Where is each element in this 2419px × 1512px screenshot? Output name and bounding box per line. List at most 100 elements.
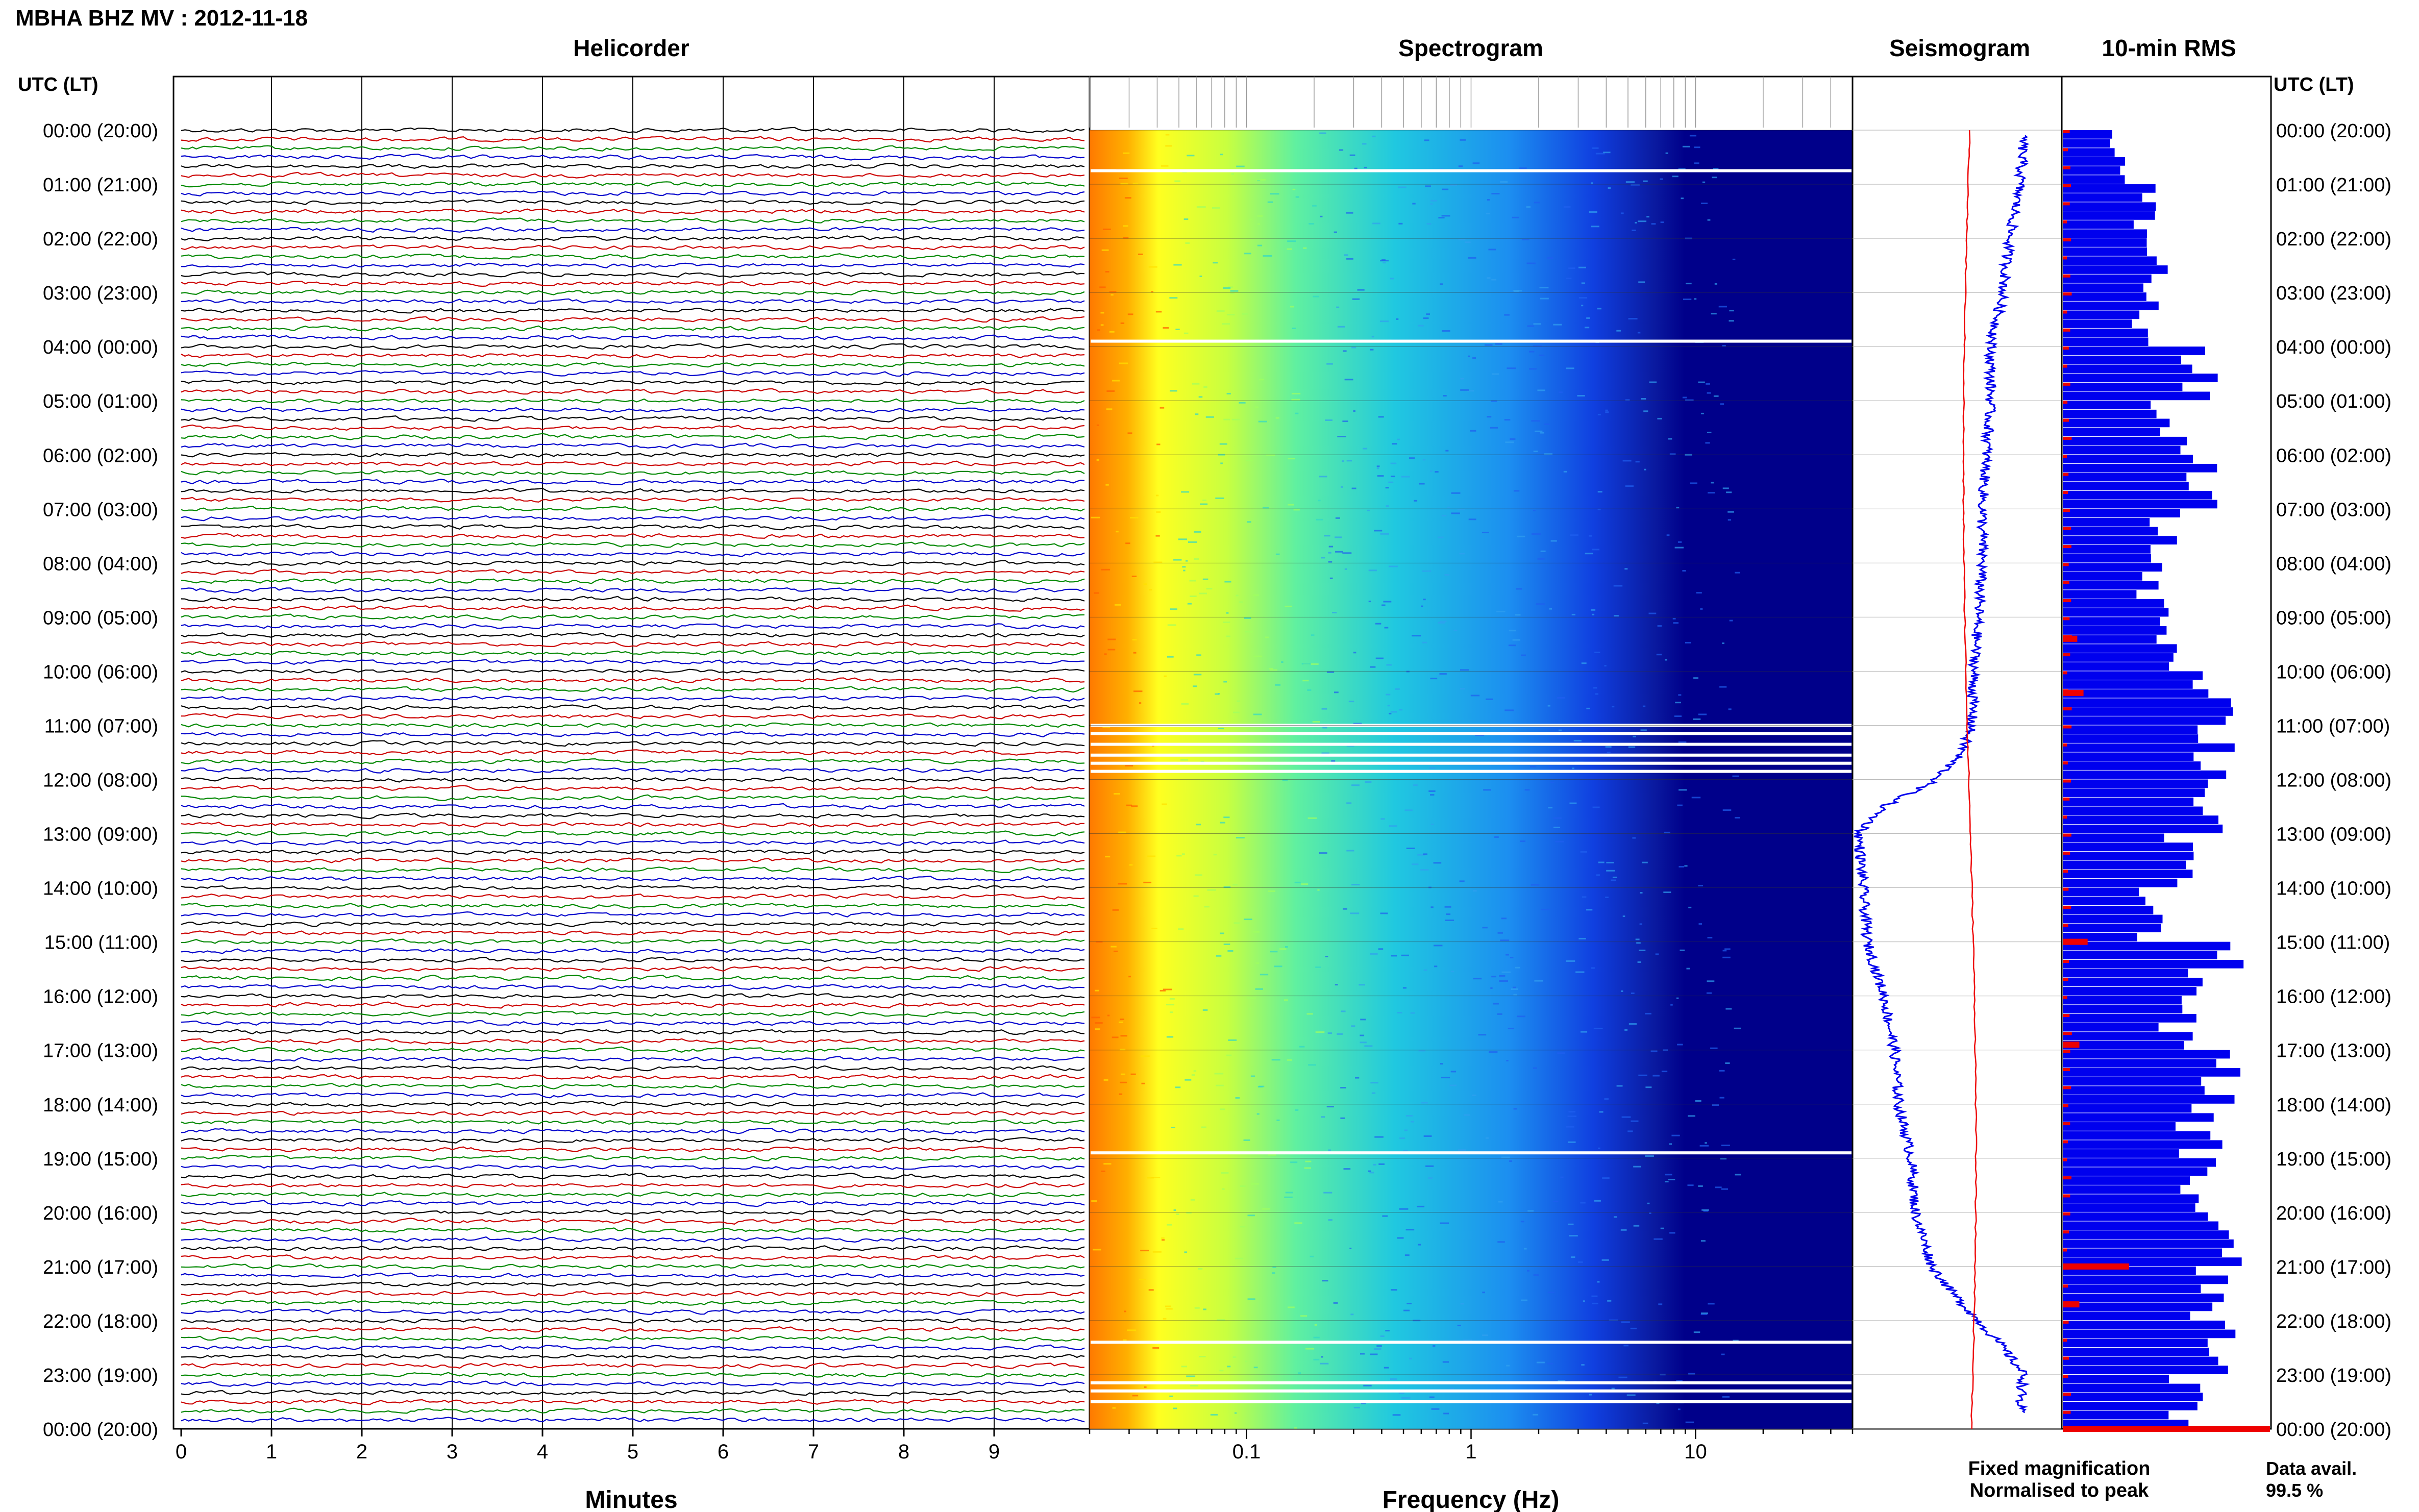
helicorder-trace	[181, 1281, 1085, 1287]
rms-bar	[2063, 572, 2142, 581]
helicorder-trace	[181, 749, 1085, 756]
helicorder-trace	[181, 596, 1085, 603]
rms-bar	[2063, 455, 2193, 463]
time-label-left: 16:00 (12:00)	[43, 986, 158, 1008]
helicorder-trace	[181, 524, 1085, 531]
helicorder-trace	[181, 1064, 1085, 1072]
rms-bar	[2063, 1023, 2159, 1032]
helicorder-trace	[181, 380, 1085, 386]
rms-normalised-bar	[2063, 1426, 2270, 1432]
helicorder-trace	[181, 1354, 1085, 1360]
time-label-left: 23:00 (19:00)	[43, 1365, 158, 1386]
helicorder-trace	[181, 866, 1084, 873]
rms-bar	[2063, 283, 2143, 292]
rms-bar	[2063, 229, 2147, 238]
data-availability-label: Data avail.	[2266, 1458, 2357, 1479]
helicorder-trace	[181, 686, 1085, 693]
helicorder-trace	[181, 1154, 1085, 1161]
helicorder-trace	[181, 424, 1085, 431]
rms-normalised-bar	[2063, 1263, 2129, 1270]
helicorder-trace	[181, 1398, 1085, 1406]
rms-bar	[2063, 1194, 2199, 1203]
seismogram-fixed-trace	[1854, 135, 2031, 1414]
helicorder-trace	[181, 1318, 1085, 1324]
data-availability-value: 99.5 %	[2266, 1480, 2323, 1501]
rms-bar	[2063, 463, 2217, 473]
rms-bar	[2063, 130, 2112, 139]
time-label-right: 17:00 (13:00)	[2276, 1040, 2391, 1062]
rms-normalised-tick	[2063, 509, 2070, 512]
rms-bar	[2063, 878, 2178, 887]
rms-bar	[2063, 671, 2203, 680]
helicorder-trace	[181, 181, 1085, 188]
helicorder-trace	[181, 127, 1085, 133]
minute-tick-label: 8	[898, 1441, 909, 1463]
rms-bar	[2063, 328, 2148, 337]
spectrogram-gap	[1091, 169, 1852, 172]
rms-normalised-tick	[2063, 328, 2070, 332]
time-label-right: 02:00 (22:00)	[2276, 229, 2391, 250]
utc-label-left: UTC (LT)	[18, 74, 98, 95]
rms-bar	[2063, 544, 2151, 554]
rms-normalised-tick	[2063, 1374, 2068, 1378]
helicorder-trace	[181, 587, 1085, 593]
rms-bar	[2063, 870, 2193, 878]
helicorder-trace	[181, 849, 1085, 855]
helicorder-trace	[181, 1362, 1085, 1369]
rms-normalised-tick	[2063, 1302, 2069, 1306]
rms-bar	[2063, 527, 2158, 536]
rms-bar	[2063, 761, 2201, 770]
rms-bar	[2063, 1086, 2205, 1095]
helicorder-trace	[181, 280, 1085, 287]
rms-bar	[2063, 554, 2152, 563]
helicorder-trace	[181, 1263, 1085, 1270]
helicorder-trace	[181, 1020, 1085, 1026]
time-label-left: 07:00 (03:00)	[43, 499, 158, 520]
time-label-left: 21:00 (17:00)	[43, 1257, 158, 1278]
rms-bar	[2063, 319, 2132, 328]
helicorder-trace	[181, 1254, 1085, 1261]
helicorder-trace	[181, 343, 1085, 351]
rms-bar	[2063, 797, 2194, 806]
helicorder-trace	[181, 406, 1085, 413]
minute-tick-label: 2	[356, 1441, 367, 1463]
time-label-right: 01:00 (21:00)	[2276, 175, 2391, 196]
rms-panel	[2061, 76, 2272, 1432]
minute-tick-label: 1	[266, 1441, 277, 1463]
spectrogram-gap	[1091, 761, 1852, 765]
rms-bar	[2063, 1212, 2208, 1221]
rms-bar	[2063, 590, 2137, 599]
helicorder-trace	[181, 677, 1085, 684]
rms-bar	[2063, 941, 2231, 951]
frequency-tick-label: 10	[1684, 1441, 1707, 1463]
rms-bar	[2063, 644, 2177, 653]
rms-normalised-tick	[2063, 635, 2072, 638]
rms-normalised-tick	[2063, 436, 2072, 440]
helicorder-trace	[181, 433, 1085, 440]
rms-bar	[2063, 599, 2164, 608]
rms-normalised-tick	[2063, 1158, 2067, 1161]
helicorder-trace	[181, 533, 1085, 539]
helicorder-trace	[181, 551, 1085, 557]
helicorder-trace	[181, 1173, 1085, 1179]
helicorder-trace	[181, 1236, 1085, 1243]
rms-bar	[2063, 1284, 2201, 1293]
helicorder-trace	[181, 993, 1085, 999]
rms-normalised-tick	[2063, 184, 2071, 188]
helicorder-trace	[181, 289, 1085, 296]
rms-bar	[2063, 211, 2155, 220]
rms-bar	[2063, 969, 2188, 978]
rms-normalised-tick	[2063, 815, 2067, 819]
helicorder-trace	[181, 767, 1085, 774]
rms-bar	[2063, 1275, 2228, 1284]
rms-bar	[2063, 500, 2217, 509]
rms-bar	[2063, 743, 2235, 752]
helicorder-trace	[181, 1182, 1085, 1189]
rms-normalised-tick	[2063, 1248, 2067, 1252]
helicorder-trace	[181, 902, 1085, 909]
rms-normalised-bar	[2063, 1042, 2080, 1048]
rms-bar	[2063, 978, 2203, 987]
rms-normalised-tick	[2063, 851, 2070, 855]
helicorder-trace	[181, 171, 1085, 179]
